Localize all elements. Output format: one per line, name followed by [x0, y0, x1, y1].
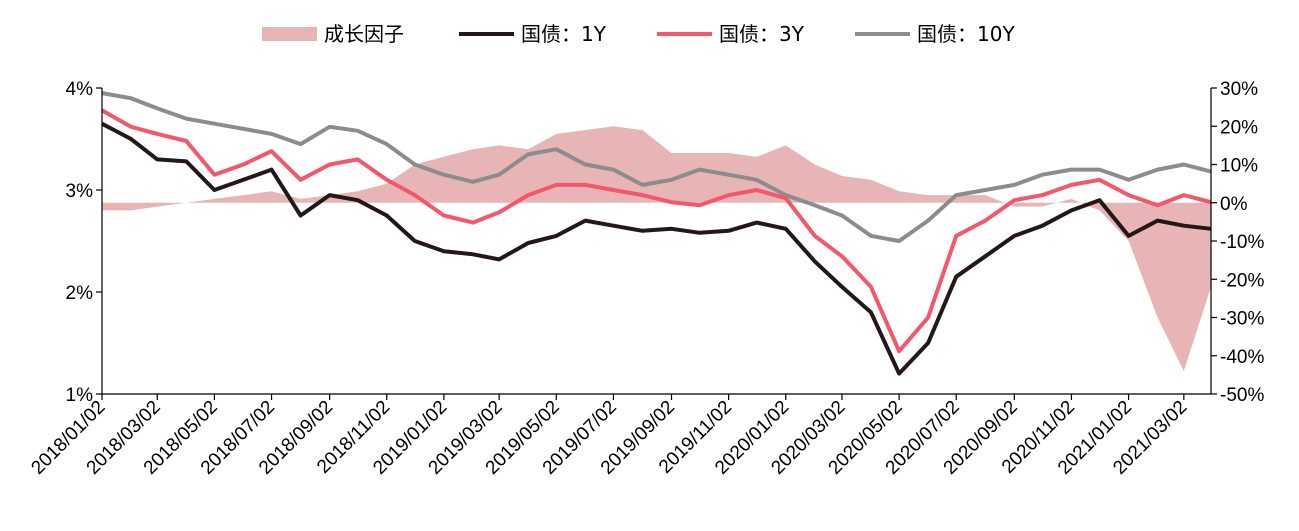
series-line-cgb-1y: [101, 121, 1212, 376]
series-line-cgb-3y: [101, 108, 1212, 354]
y-right-tick-label: -20%: [1220, 270, 1264, 291]
y-left-tick-label: 4%: [66, 79, 94, 100]
y-left-tick-label: 2%: [66, 283, 94, 304]
y-right-tick-label: 10%: [1220, 156, 1258, 177]
legend-label-cgb-3y: 国债：3Y: [719, 22, 805, 46]
legend-label-growth-factor: 成长因子: [324, 22, 404, 46]
y-right-tick-label: -30%: [1220, 309, 1264, 330]
series-line-cgb-10y: [101, 91, 1212, 243]
series-area-growth-factor: [102, 126, 1211, 372]
chart-legend: 成长因子 国债：1Y 国债：3Y 国债：10Y: [262, 22, 1015, 46]
y-right-tick-label: 20%: [1220, 117, 1258, 138]
y-right-tick-label: 0%: [1220, 194, 1248, 215]
plot-area: [101, 91, 1212, 376]
y-right-tick-label: 30%: [1220, 79, 1258, 100]
y-right-tick-label: -50%: [1220, 385, 1264, 406]
legend-label-cgb-10y: 国债：10Y: [917, 22, 1015, 46]
legend-label-cgb-1y: 国债：1Y: [521, 22, 607, 46]
y-left-tick-label: 3%: [66, 181, 94, 202]
y-left-tick-label: 1%: [66, 385, 94, 406]
y-right-tick-label: -40%: [1220, 347, 1264, 368]
legend-swatch-growth-factor: [262, 27, 317, 41]
y-right-tick-label: -10%: [1220, 232, 1264, 253]
